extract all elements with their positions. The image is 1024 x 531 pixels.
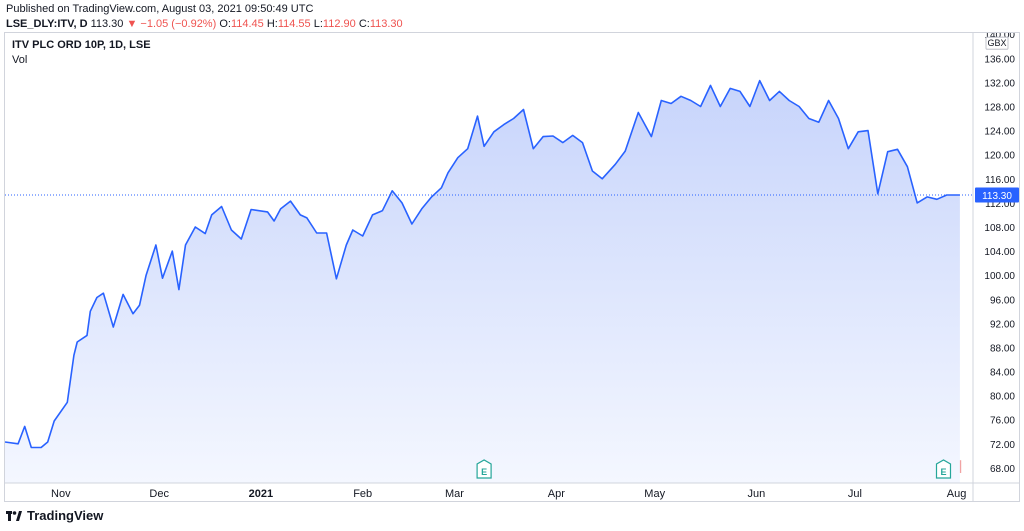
close-value: 113.30 [369,18,403,30]
high-label: H: [266,18,278,30]
last-price-tag: 113.30 [975,187,1019,203]
price-tick-label: 72.00 [990,440,1015,451]
price-tick-label: 84.00 [990,368,1015,379]
price-tick-label: 92.00 [990,319,1015,330]
price-axis-ticks[interactable]: 68.00 72.00 76.00 80.00 84.00 88.00 92.00 96.00… [984,33,1015,475]
price-tick-label: 136.00 [984,54,1015,65]
currency-label: GBX [987,38,1006,48]
price-tick-label: 128.00 [984,103,1015,114]
time-tick-label: Nov [51,488,71,500]
price-line[interactable] [5,79,960,449]
open-label: O: [219,18,231,30]
price-tick-label: 104.00 [984,247,1015,258]
price-tick-label: 96.00 [990,295,1015,306]
chart-legend-title: ITV PLC ORD 10P, 1D, LSE [12,39,151,51]
earnings-marker[interactable] [476,459,492,479]
last-price-tag-box [975,187,1019,203]
price-tick-label: 88.00 [990,344,1015,355]
price-tick-label: 108.00 [984,223,1015,234]
price-area-fill [5,80,960,483]
price-tick-label: 80.00 [990,392,1015,403]
footer-brand: TradingView [6,508,103,523]
earnings-marker-label: E [940,467,946,477]
last-price-tag-label: 113.30 [982,191,1012,202]
time-tick-label: Aug [947,488,967,500]
time-tick-label: Feb [353,488,372,500]
currency-badge [985,36,1009,50]
price-tick-label: 116.00 [985,175,1015,186]
tradingview-logo-icon [6,510,22,521]
change-value: −1.05 (−0.92%) [140,18,217,30]
close-label: C: [358,18,370,30]
brand-name: TradingView [27,508,104,523]
symbol-label: LSE_DLY:ITV, D [6,18,88,30]
time-axis-ticks[interactable]: Nov Dec 2021 Feb Mar Apr May Jun Jul Aug [51,488,966,500]
quote-line: LSE_DLY:ITV, D 113.30 ▼ −1.05 (−0.92%) O… [6,18,403,30]
price-tick-label: 68.00 [990,464,1015,475]
time-tick-label: Jul [848,488,862,500]
price-tick-label: 132.00 [984,78,1015,89]
time-tick-label: May [644,488,665,500]
price-tick-label: 100.00 [984,271,1015,282]
earnings-marker-label: E [481,467,487,477]
earnings-marker[interactable] [935,459,952,479]
volume-legend-label: Vol [12,54,27,66]
last-price: 113.30 [90,18,124,30]
time-tick-label: Apr [548,488,565,500]
time-tick-label: Dec [149,488,169,500]
price-tick-label: 120.00 [984,151,1015,162]
low-label: L: [313,18,323,30]
open-value: 114.45 [230,18,264,30]
low-value: 112.90 [322,18,356,30]
price-tick-label: 112.00 [985,199,1015,210]
price-tick-label: 124.00 [984,127,1015,138]
time-tick-label: Mar [445,488,464,500]
price-tick-label: 76.00 [990,416,1015,427]
time-tick-label: 2021 [249,488,273,500]
change-arrow: ▼ [126,18,138,30]
published-caption: Published on TradingView.com, August 03,… [6,3,314,15]
high-value: 114.55 [277,18,311,30]
time-tick-label: Jun [748,488,766,500]
